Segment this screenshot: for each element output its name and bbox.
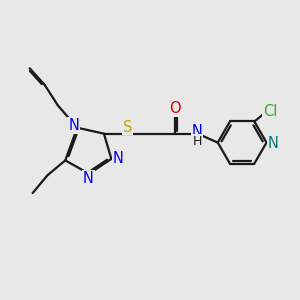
- Text: Cl: Cl: [263, 104, 277, 119]
- Text: H: H: [192, 135, 202, 148]
- Text: N: N: [268, 136, 278, 151]
- Text: S: S: [123, 120, 132, 135]
- Text: O: O: [169, 101, 181, 116]
- Text: N: N: [191, 124, 203, 139]
- Text: N: N: [112, 151, 123, 166]
- Text: N: N: [68, 118, 79, 133]
- Text: N: N: [83, 171, 94, 186]
